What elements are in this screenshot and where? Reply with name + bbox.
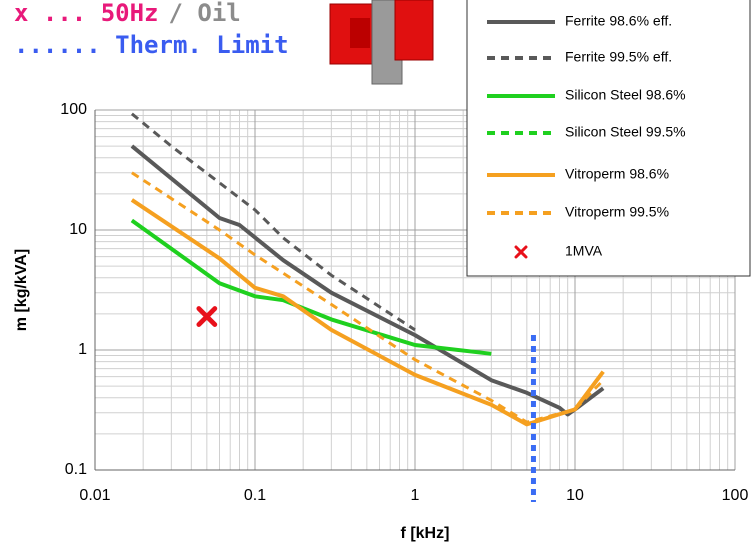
x-axis-label: f [kHz] <box>401 525 450 542</box>
y-tick-label: 1 <box>78 341 87 358</box>
legend-label: Vitroperm 98.6% <box>565 166 669 182</box>
series-line <box>130 144 605 417</box>
annotation: x ... 50Hz / Oil <box>14 0 241 27</box>
series-line <box>131 171 605 424</box>
legend-label: Ferrite 99.5% eff. <box>565 49 672 65</box>
legend-label: Silicon Steel 98.6% <box>565 87 686 103</box>
transformer-icon <box>329 0 434 85</box>
annotation: ...... Therm. Limit <box>14 31 289 59</box>
legend-label: 1MVA <box>565 243 603 259</box>
annotation-part: ...... Therm. Limit <box>14 31 289 59</box>
series-line <box>130 112 416 332</box>
annotation-part: x ... 50Hz <box>14 0 159 27</box>
x-tick-label: 100 <box>722 487 749 504</box>
x-tick-label: 0.01 <box>79 487 110 504</box>
legend-label: Ferrite 98.6% eff. <box>565 13 672 29</box>
y-tick-label: 100 <box>60 101 87 118</box>
legend-label: Silicon Steel 99.5% <box>565 124 686 140</box>
x-tick-label: 1 <box>411 487 420 504</box>
legend-label: Vitroperm 99.5% <box>565 204 669 220</box>
marker-shape <box>196 306 218 327</box>
legend: Ferrite 98.6% eff. Ferrite 99.5% eff. Sili… <box>466 0 751 277</box>
marker-shape <box>514 245 528 259</box>
core-block <box>350 18 370 48</box>
x-tick-label: 10 <box>566 487 584 504</box>
y-tick-label: 10 <box>69 221 87 238</box>
series-line <box>130 218 492 356</box>
series-line <box>131 219 416 347</box>
legend-box <box>466 0 751 277</box>
annotation-part: / Oil <box>169 0 241 27</box>
x-tick-label: 0.1 <box>244 487 266 504</box>
marker <box>196 306 218 327</box>
y-tick-label: 0.1 <box>65 461 87 478</box>
core-block <box>394 0 434 61</box>
marker <box>514 245 528 259</box>
y-axis-label: m [kg/kVA] <box>13 249 30 331</box>
